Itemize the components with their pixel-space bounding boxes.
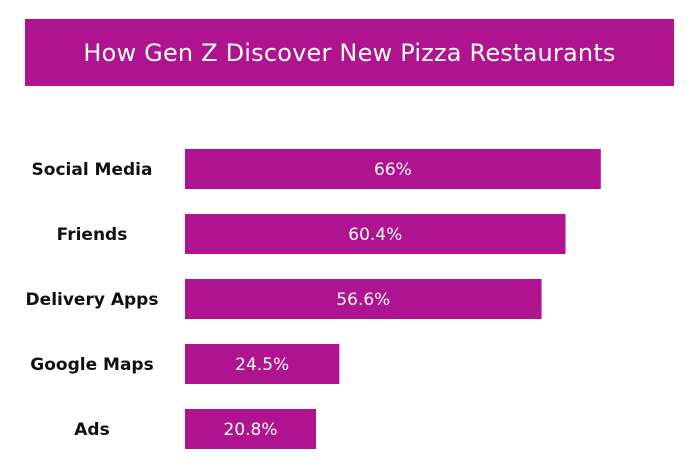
bar-social-media [185,149,601,189]
chart-title: How Gen Z Discover New Pizza Restaurants [83,38,616,67]
chart-title-banner: How Gen Z Discover New Pizza Restaurants [25,19,674,86]
value-label-google-maps: 24.5% [235,355,289,375]
category-label-social-media: Social Media [32,160,153,180]
bar-ads [185,409,317,449]
category-label-friends: Friends [57,225,128,245]
category-label-google-maps: Google Maps [30,355,153,375]
value-label-social-media: 66% [374,160,412,180]
category-label-delivery-apps: Delivery Apps [26,290,159,310]
value-label-friends: 60.4% [348,225,402,245]
category-label-ads: Ads [74,420,109,440]
value-label-ads: 20.8% [224,420,278,440]
bar-google-maps [185,344,340,384]
bar-friends [185,214,566,254]
value-label-delivery-apps: 56.6% [336,290,390,310]
bar-delivery-apps [185,279,542,319]
